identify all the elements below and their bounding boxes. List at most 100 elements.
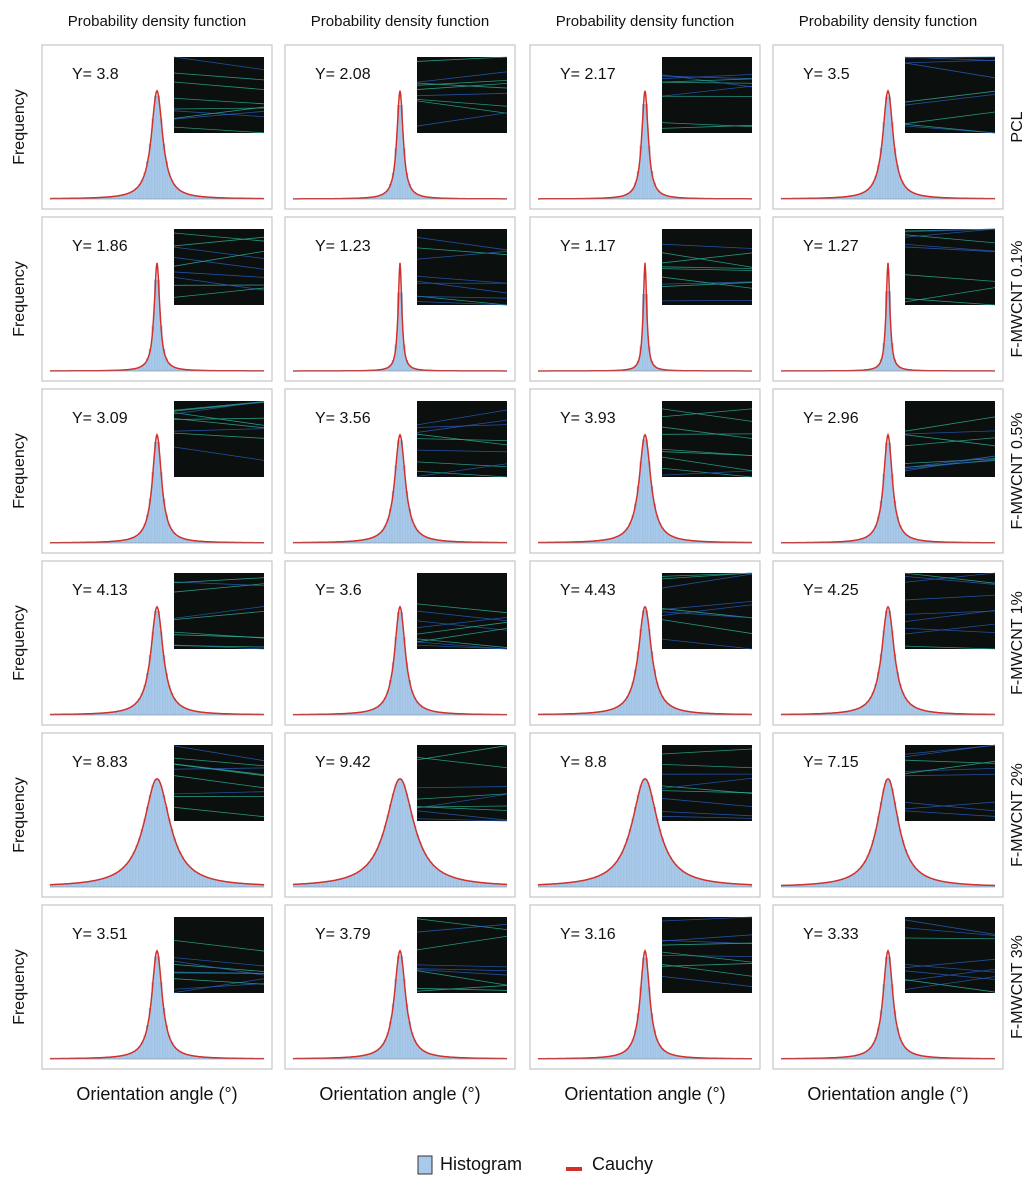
gamma-label: Y= 3.79	[315, 926, 371, 943]
histogram-bar	[885, 780, 888, 887]
histogram-bar	[920, 873, 923, 887]
histogram-bar	[861, 865, 864, 887]
histogram-bar	[173, 838, 176, 887]
histogram-bar	[674, 865, 677, 887]
histogram-bar	[200, 875, 203, 887]
histogram-bar	[194, 872, 197, 887]
histogram-bar	[688, 875, 691, 887]
histogram-bar	[133, 852, 136, 887]
histogram-bar	[141, 829, 144, 887]
histogram-bar	[411, 815, 414, 887]
histogram-bar	[864, 861, 867, 887]
histogram-bar	[403, 785, 406, 887]
inset-image	[174, 229, 264, 305]
histogram-bar	[368, 862, 371, 887]
y-axis-label: Frequency	[11, 261, 28, 337]
histogram-bar	[859, 868, 862, 887]
row-label: F-MWCNT 1%	[1009, 591, 1026, 695]
histogram-bar	[645, 440, 648, 543]
histogram-bar	[917, 871, 920, 887]
histogram-bar	[632, 819, 635, 887]
inset-image	[905, 573, 995, 649]
histogram-bar	[928, 878, 931, 887]
histogram-bar	[360, 870, 363, 887]
histogram-bar	[658, 829, 661, 887]
histogram-bar	[184, 861, 187, 887]
histogram-bar	[109, 876, 112, 887]
histogram-bar	[589, 879, 592, 887]
histogram-bar	[138, 838, 141, 887]
histogram-bar	[397, 441, 400, 543]
histogram-bar	[349, 876, 352, 887]
gamma-label: Y= 1.27	[803, 238, 859, 255]
histogram-bar	[880, 802, 883, 887]
histogram-bar	[661, 838, 664, 887]
gamma-label: Y= 4.43	[560, 582, 616, 599]
histogram-bar	[106, 877, 109, 887]
histogram-bar	[872, 840, 875, 887]
histogram-bar	[101, 879, 104, 887]
histogram-bar	[112, 875, 115, 887]
histogram-bar	[915, 868, 918, 887]
histogram-bar	[931, 879, 934, 887]
histogram-bar	[704, 880, 707, 887]
histogram-bar	[666, 852, 669, 887]
histogram-bar	[397, 612, 400, 715]
histogram-bar	[837, 880, 840, 887]
histogram-bar	[435, 868, 438, 887]
histogram-bar	[157, 96, 160, 199]
histogram-bar	[645, 780, 648, 887]
gamma-label: Y= 3.16	[560, 926, 616, 943]
x-axis-label: Orientation angle (°)	[564, 1084, 725, 1104]
gamma-label: Y= 3.93	[560, 410, 616, 427]
histogram-bar	[867, 856, 870, 887]
histogram-bar	[202, 876, 205, 887]
histogram-bar	[869, 849, 872, 887]
histogram-bar	[875, 830, 878, 887]
histogram-bar	[634, 807, 637, 887]
histogram-bar	[392, 794, 395, 887]
histogram-bar	[429, 862, 432, 887]
gamma-label: Y= 3.5	[803, 66, 850, 83]
histogram-bar	[347, 877, 350, 887]
histogram-bar	[144, 819, 147, 887]
histogram-bar	[168, 819, 171, 887]
column-title: Probability density function	[311, 13, 489, 30]
histogram-bar	[618, 857, 621, 887]
histogram-bar	[901, 840, 904, 887]
histogram-bar	[160, 786, 163, 887]
histogram-bar	[176, 846, 179, 887]
histogram-bar	[594, 877, 597, 887]
gamma-label: Y= 4.13	[72, 582, 128, 599]
histogram-bar	[456, 878, 459, 887]
histogram-bar	[640, 786, 643, 887]
figure: Probability density functionProbability …	[0, 0, 1035, 1200]
gamma-label: Y= 4.25	[803, 582, 859, 599]
histogram-bar	[672, 861, 675, 887]
histogram-bar	[877, 817, 880, 887]
histogram-bar	[146, 807, 149, 887]
histogram-bar	[381, 835, 384, 887]
histogram-bar	[165, 807, 168, 887]
gamma-label: Y= 1.17	[560, 238, 616, 255]
x-axis-label: Orientation angle (°)	[319, 1084, 480, 1104]
histogram-bar	[432, 865, 435, 887]
histogram-bar	[909, 861, 912, 887]
x-axis-label: Orientation angle (°)	[76, 1084, 237, 1104]
histogram-bar	[629, 829, 632, 887]
histogram-bar	[149, 795, 152, 887]
row-label: F-MWCNT 3%	[1009, 935, 1026, 1039]
gamma-label: Y= 3.09	[72, 410, 128, 427]
histogram-bar	[162, 795, 165, 887]
gamma-label: Y= 2.96	[803, 410, 859, 427]
histogram-bar	[699, 879, 702, 887]
histogram-bar	[600, 875, 603, 887]
histogram-bar	[400, 956, 403, 1059]
histogram-bar	[899, 830, 902, 887]
legend-label: Cauchy	[592, 1154, 653, 1174]
gamma-label: Y= 3.33	[803, 926, 859, 943]
histogram-bar	[685, 873, 688, 887]
gamma-label: Y= 1.23	[315, 238, 371, 255]
histogram-bar	[925, 876, 928, 887]
histogram-bar	[443, 873, 446, 887]
